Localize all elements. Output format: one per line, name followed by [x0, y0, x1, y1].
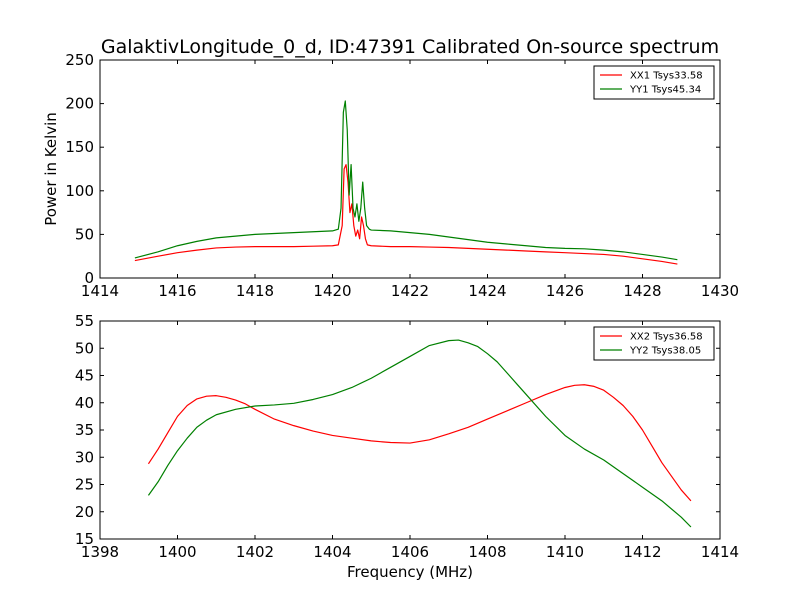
y-tick-label: 30	[75, 448, 94, 466]
y-tick-label: 20	[75, 503, 94, 521]
x-tick-label: 1420	[313, 282, 351, 300]
legend-entry: YY1 Tsys45.34	[629, 85, 701, 96]
legend-entry: YY2 Tsys38.05	[629, 346, 701, 357]
x-tick-label: 1422	[391, 282, 429, 300]
legend-entry: XX1 Tsys33.58	[630, 71, 703, 82]
x-tick-label: 1406	[391, 543, 429, 561]
x-tick-label: 1424	[468, 282, 506, 300]
y-tick-label: 50	[75, 339, 94, 357]
y-tick-label: 0	[84, 269, 94, 287]
legend-entry: XX2 Tsys36.58	[630, 332, 703, 343]
x-tick-label: 1410	[546, 543, 584, 561]
x-tick-label: 1400	[158, 543, 196, 561]
y-tick-label: 55	[75, 312, 94, 330]
y-tick-label: 15	[75, 530, 94, 548]
x-tick-label: 1408	[468, 543, 506, 561]
x-tick-label: 1412	[623, 543, 661, 561]
y-tick-label: 250	[65, 51, 94, 69]
x-axis-label: Frequency (MHz)	[347, 563, 473, 581]
bottom-plot: 1398 1400 1402 1404 1406 1408 1410 1412 1414 15 20…	[75, 312, 739, 581]
legend-box	[593, 65, 715, 100]
x-tick-label: 1426	[546, 282, 584, 300]
series-line-bottom-plot-1	[147, 339, 692, 528]
x-tick-label: 1414	[701, 543, 739, 561]
y-tick-label: 40	[75, 394, 94, 412]
x-tick-label: 1416	[158, 282, 196, 300]
x-tick-label: 1398	[81, 543, 119, 561]
y-tick-label: 100	[65, 182, 94, 200]
series-line-top-plot-0	[134, 164, 678, 265]
y-tick-label: 50	[75, 225, 94, 243]
y-tick-label: 150	[65, 138, 94, 156]
top-plot: 1414 1416 1418 1420 1422 1424 1426 1428 1430 0 50 1…	[42, 51, 739, 300]
chart-title: GalaktivLongitude_0_d, ID:47391 Calibrat…	[101, 36, 719, 58]
legend-box	[593, 326, 715, 361]
x-tick-label: 1430	[701, 282, 739, 300]
y-tick-label: 35	[75, 421, 94, 439]
legend: XX2 Tsys36.58 YY2 Tsys38.05	[593, 326, 715, 361]
x-tick-label: 1414	[81, 282, 119, 300]
x-tick-label: 1402	[236, 543, 274, 561]
y-tick-label: 25	[75, 476, 94, 494]
x-tick-label: 1404	[313, 543, 351, 561]
x-tick-label: 1418	[236, 282, 274, 300]
series-line-top-plot-1	[134, 100, 678, 261]
y-tick-label: 45	[75, 367, 94, 385]
y-axis-label: Power in Kelvin	[42, 112, 60, 226]
x-tick-label: 1428	[623, 282, 661, 300]
legend: XX1 Tsys33.58 YY1 Tsys45.34	[593, 65, 715, 100]
series-line-bottom-plot-0	[147, 384, 692, 502]
y-tick-label: 200	[65, 95, 94, 113]
